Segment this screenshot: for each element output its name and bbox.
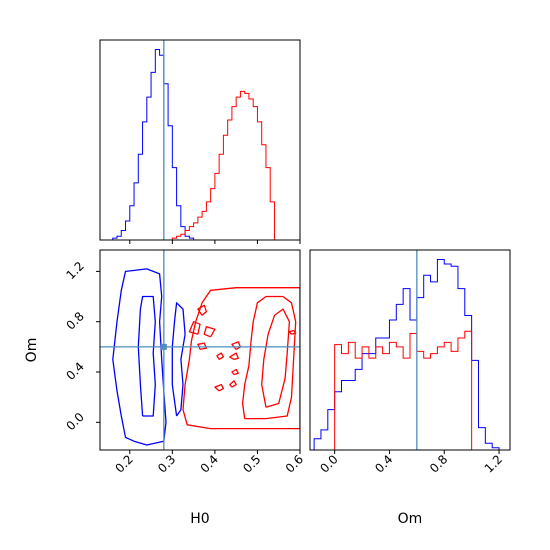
- histogram-series-red: [334, 330, 473, 450]
- x-tick-label: 0.4: [198, 452, 221, 475]
- contour-red: [231, 341, 242, 350]
- contour-red: [229, 380, 237, 388]
- y-axis-label-Om: Om: [24, 338, 40, 363]
- panel-frame: [309, 249, 511, 451]
- histogram-series-red: [171, 90, 275, 240]
- contour-blue: [112, 268, 167, 446]
- truth-marker: [160, 343, 167, 350]
- contour-lines: [112, 268, 300, 446]
- x-tick-label: 0.0: [317, 452, 340, 475]
- contour-blue: [137, 295, 156, 417]
- contour-blue: [171, 302, 186, 417]
- y-tick-label: 0.0: [63, 410, 86, 433]
- histogram-panel-Om: 0.0 0.4 0.8 1.2: [309, 249, 511, 476]
- contour-red: [214, 383, 225, 392]
- contour-red: [188, 321, 201, 335]
- x-tick-label: 0.4: [372, 452, 395, 475]
- x-axis-label-H0: H0: [190, 511, 209, 527]
- histogram-series-blue: [112, 49, 195, 240]
- x-tick-label: 0.2: [113, 452, 136, 475]
- x-tick-label: 0.3: [155, 452, 178, 475]
- panel-frame: [99, 249, 301, 451]
- panel-frame: [99, 39, 301, 241]
- contour-red: [241, 295, 297, 420]
- contour-red: [182, 287, 300, 430]
- y-tick-label: 1.2: [63, 259, 86, 282]
- contour-red: [216, 352, 225, 360]
- contour-red: [288, 329, 297, 335]
- y-tick-label: 0.8: [63, 309, 86, 332]
- x-tick-label: 0.6: [283, 452, 306, 475]
- contour-red: [261, 308, 291, 408]
- histogram-series-blue: [313, 259, 500, 450]
- x-tick-label: 1.2: [482, 452, 505, 475]
- y-tick-label: 0.4: [63, 359, 86, 382]
- contour-red: [231, 368, 239, 376]
- contour-red: [197, 304, 208, 316]
- x-tick-label: 0.5: [240, 452, 263, 475]
- contour-red: [203, 326, 216, 338]
- contour-panel-H0-Om: 0.2 0.3 0.4 0.5 0.6 0.0 0.4 0.8 1.2: [63, 249, 306, 476]
- contour-red: [197, 342, 208, 351]
- contour-red: [229, 352, 239, 361]
- x-axis-label-Om: Om: [398, 511, 423, 527]
- x-tick-label: 0.8: [427, 452, 450, 475]
- histogram-panel-H0: [99, 39, 301, 244]
